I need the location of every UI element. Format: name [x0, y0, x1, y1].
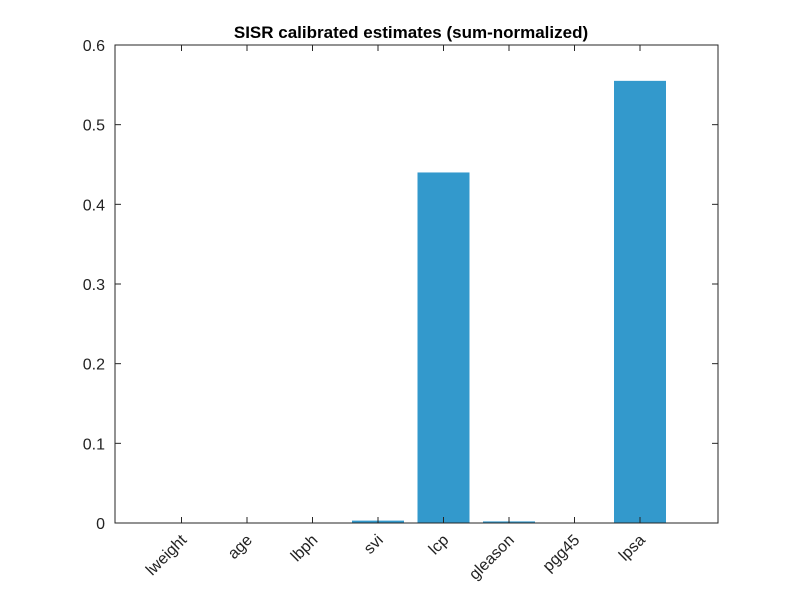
x-axis-ticks: lweight age lbph svi lcp gleason pgg45 lpsa — [143, 45, 649, 583]
y-axis-ticks: 0 0.1 0.2 0.3 0.4 0.5 0.6 — [83, 38, 718, 533]
x-tick-label-age: age — [225, 532, 256, 563]
y-tick-label: 0 — [96, 516, 105, 533]
y-tick-label: 0.2 — [83, 357, 105, 374]
y-tick-label: 0.1 — [83, 436, 105, 453]
x-tick-label-pgg45: pgg45 — [540, 532, 584, 576]
x-tick-label-lcp: lcp — [426, 532, 453, 559]
x-tick-label-lpsa: lpsa — [616, 532, 649, 565]
chart-title: SISR calibrated estimates (sum-normalize… — [234, 23, 588, 42]
x-tick-label-gleason: gleason — [466, 532, 518, 584]
x-tick-label-lweight: lweight — [143, 531, 191, 579]
y-tick-label: 0.4 — [83, 197, 105, 214]
bar-lcp — [417, 172, 470, 523]
bars — [352, 80, 666, 523]
y-tick-label: 0.5 — [83, 118, 105, 135]
y-tick-label: 0.3 — [83, 277, 105, 294]
x-tick-label-lbph: lbph — [288, 532, 321, 565]
x-tick-label-svi: svi — [361, 532, 387, 558]
y-tick-label: 0.6 — [83, 38, 105, 55]
bar-lpsa — [614, 80, 666, 523]
